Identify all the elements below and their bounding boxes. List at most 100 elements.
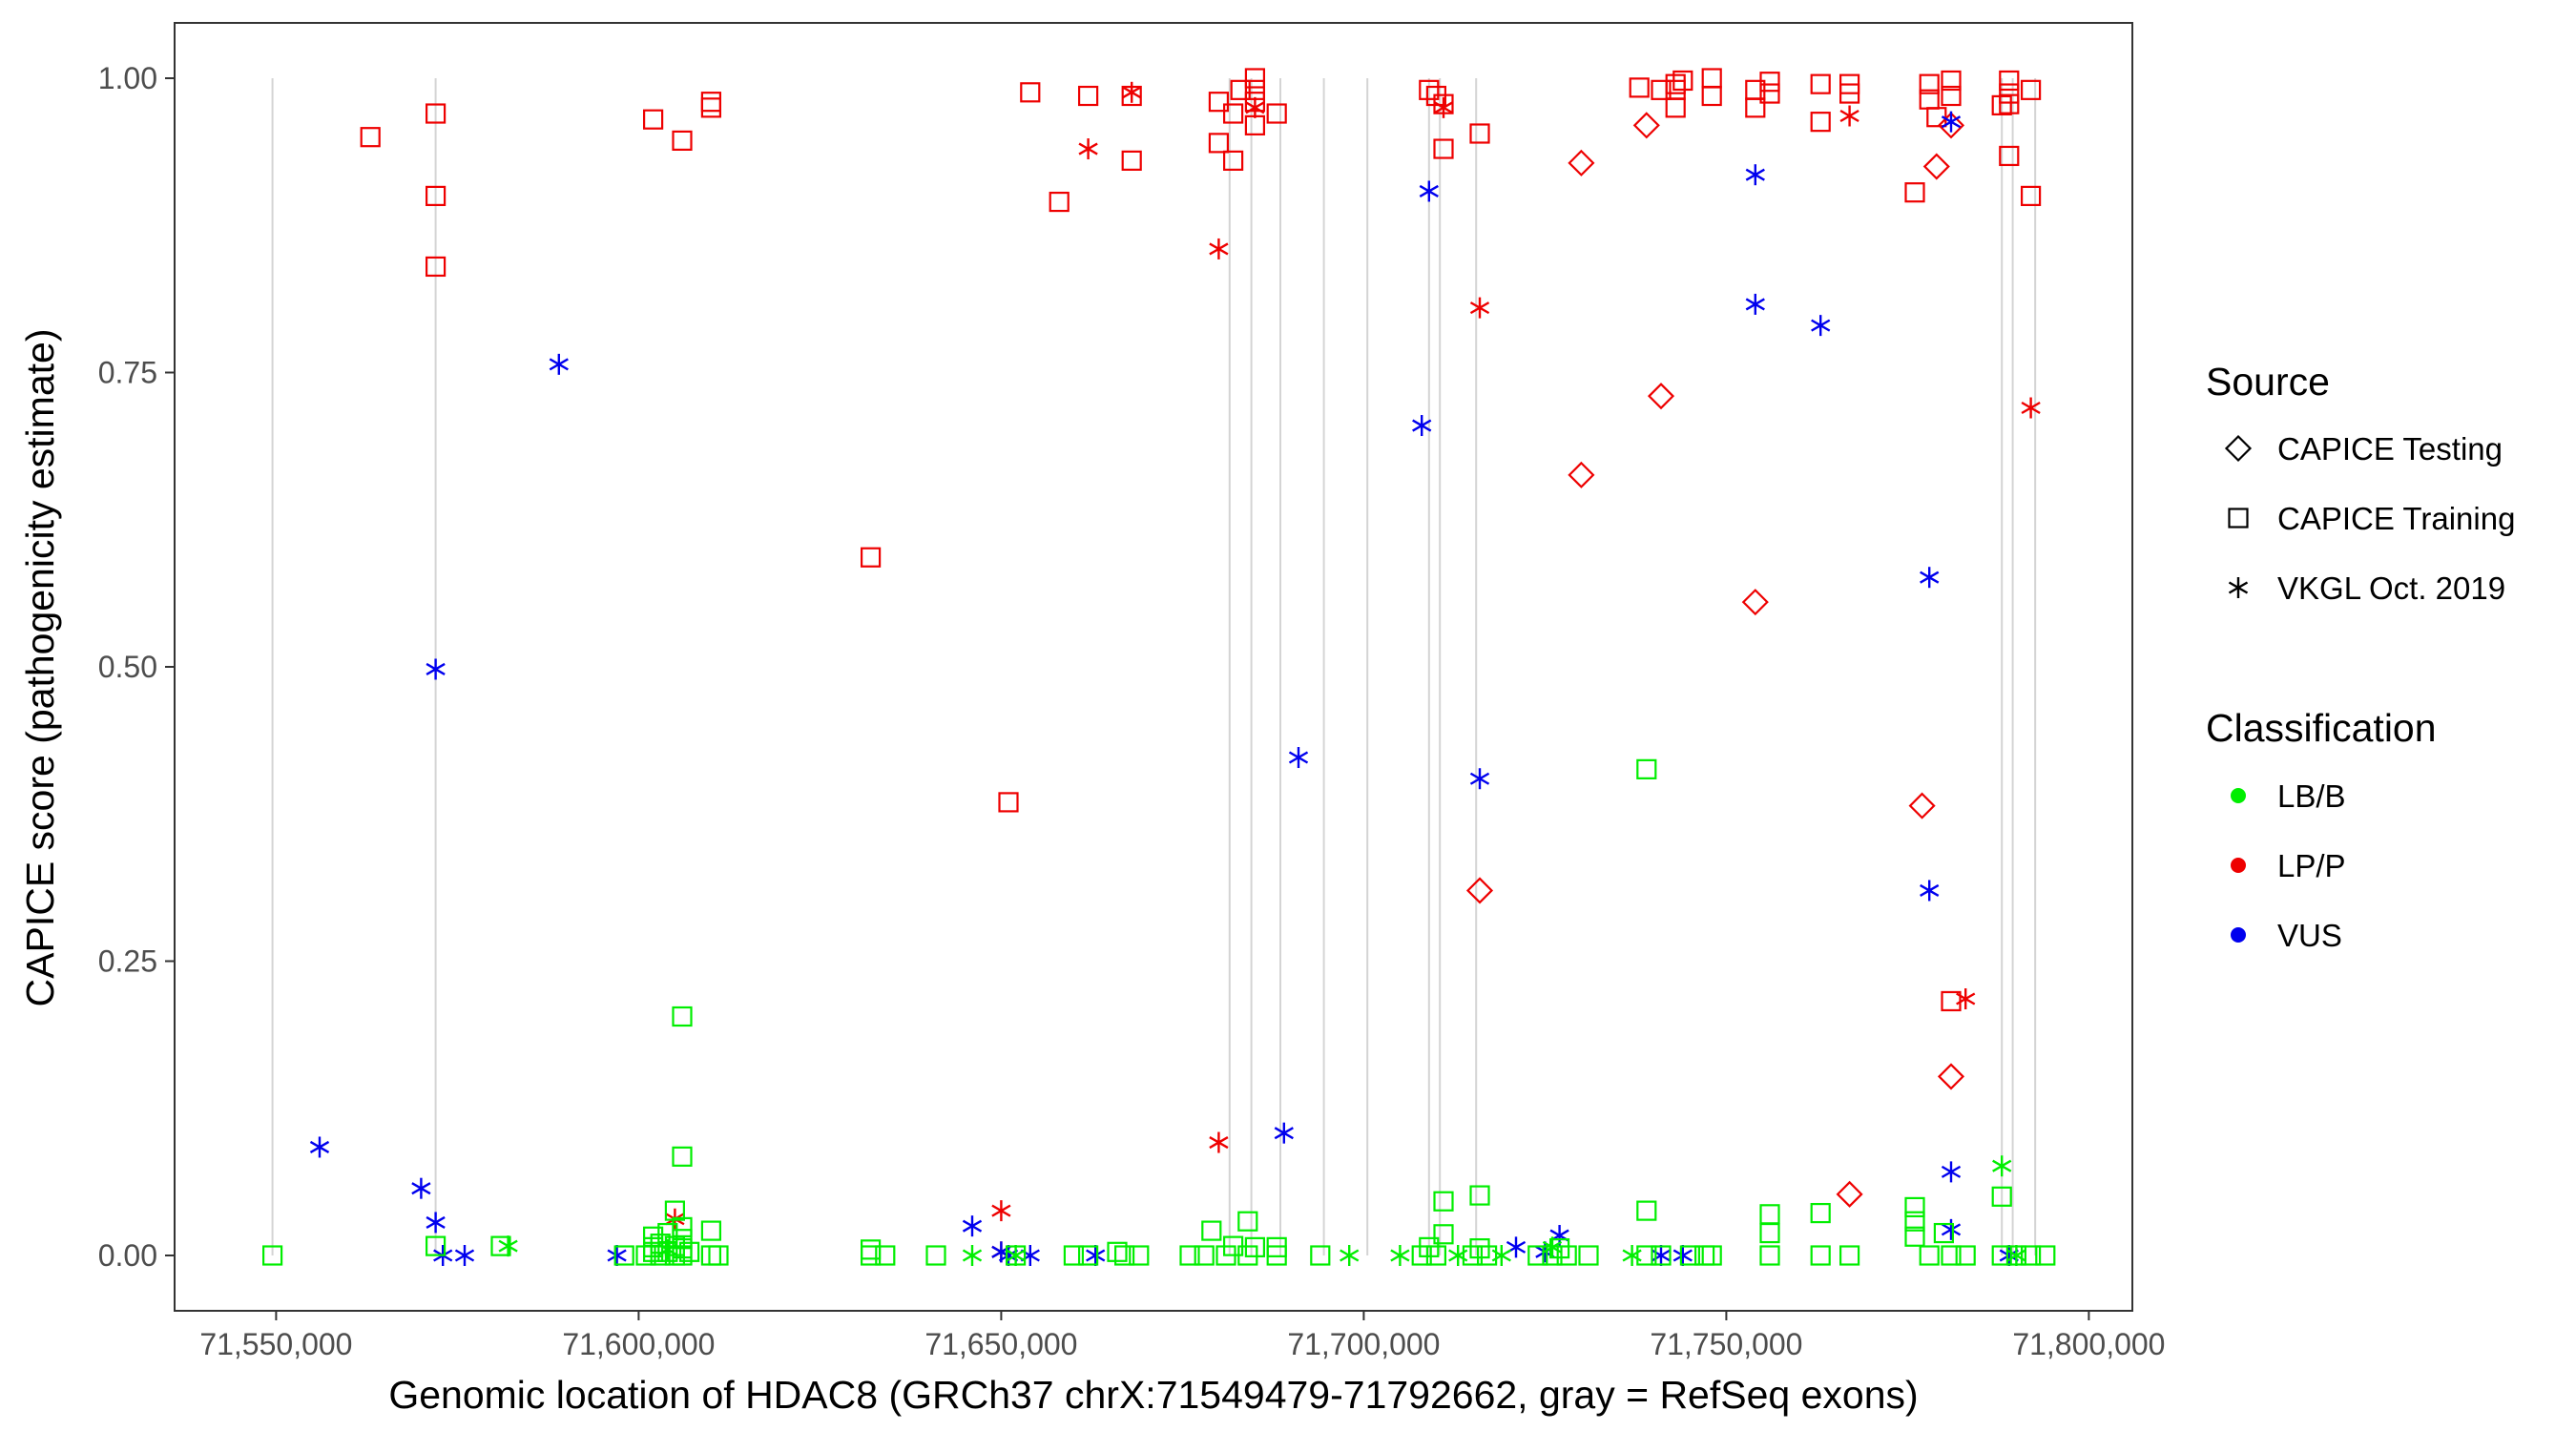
data-point xyxy=(2021,397,2041,419)
data-point xyxy=(672,130,693,152)
legend-classification-title: Classification xyxy=(2206,706,2437,750)
y-axis-title: CAPICE score (pathogenicity estimate) xyxy=(18,329,62,1007)
data-point xyxy=(1121,150,1142,171)
data-points xyxy=(262,68,2056,1267)
data-point xyxy=(1433,1191,1454,1212)
data-point xyxy=(1462,1245,1484,1266)
data-point xyxy=(360,127,381,148)
data-point xyxy=(700,1220,722,1241)
legend-label: LB/B xyxy=(2277,778,2346,814)
data-point xyxy=(1556,1245,1577,1266)
data-point xyxy=(1836,1180,1863,1208)
data-point xyxy=(962,1245,983,1267)
data-point xyxy=(426,256,447,278)
x-tick-label: 71,550,000 xyxy=(199,1327,352,1361)
data-point xyxy=(1077,85,1099,107)
data-point xyxy=(1209,238,1229,259)
data-point xyxy=(1425,1245,1447,1266)
data-point xyxy=(1433,96,1454,118)
data-point xyxy=(1244,68,1266,89)
data-point xyxy=(1469,768,1490,790)
data-point xyxy=(1412,415,1432,437)
legend-key-color xyxy=(2231,927,2246,943)
data-point xyxy=(2021,1245,2042,1266)
data-point xyxy=(1741,589,1769,616)
data-point xyxy=(1701,1245,1722,1266)
data-point xyxy=(1745,293,1765,315)
legend-key-square xyxy=(2228,508,2249,529)
data-point xyxy=(657,1238,677,1260)
data-point xyxy=(1113,1245,1135,1266)
x-tick-label: 71,700,000 xyxy=(1287,1327,1440,1361)
data-point xyxy=(678,1241,700,1262)
legend-source: Source CAPICE Testing CAPICE Training VKGL… xyxy=(2206,360,2515,606)
data-point xyxy=(1920,567,1940,589)
data-point xyxy=(1491,1245,1511,1267)
data-point xyxy=(1991,1245,2012,1266)
data-point xyxy=(1390,1245,1410,1267)
data-point xyxy=(1919,73,1940,94)
data-point xyxy=(1679,1245,1701,1266)
data-point xyxy=(1904,1196,1925,1218)
data-point xyxy=(925,1245,946,1266)
data-point xyxy=(1222,150,1244,171)
data-point xyxy=(1908,792,1936,819)
data-point xyxy=(1904,182,1925,203)
data-point xyxy=(1904,1226,1925,1247)
data-point xyxy=(1568,461,1595,488)
data-point xyxy=(1194,1245,1215,1266)
data-point xyxy=(1636,1245,1657,1266)
data-point xyxy=(642,109,664,130)
data-point xyxy=(1745,164,1765,186)
data-point xyxy=(1245,96,1265,118)
data-point xyxy=(1237,1211,1258,1232)
data-point xyxy=(1810,1245,1831,1266)
data-point xyxy=(1745,97,1766,118)
data-point xyxy=(1701,85,1722,107)
data-point xyxy=(1937,1063,1965,1090)
data-point xyxy=(1991,94,2012,115)
data-point xyxy=(1672,70,1693,92)
data-point xyxy=(860,1239,882,1260)
data-point xyxy=(1647,383,1675,410)
x-tick-label: 71,750,000 xyxy=(1650,1327,1802,1361)
data-point xyxy=(1922,153,1950,180)
legend-key-color xyxy=(2231,858,2246,873)
data-point xyxy=(664,1200,686,1221)
data-point xyxy=(1629,77,1650,98)
data-point xyxy=(1839,83,1860,104)
data-point xyxy=(426,103,447,124)
data-point xyxy=(700,97,722,118)
data-point xyxy=(1288,747,1309,769)
data-point xyxy=(1469,1237,1490,1259)
data-point xyxy=(426,1235,447,1256)
data-point xyxy=(1759,83,1780,104)
data-point xyxy=(1578,1245,1599,1266)
data-point xyxy=(426,658,446,680)
data-point xyxy=(1839,105,1859,127)
data-point xyxy=(1632,112,1660,139)
data-point xyxy=(1811,315,1831,337)
legend-key-diamond xyxy=(2224,434,2253,463)
data-point xyxy=(262,1245,283,1266)
data-point xyxy=(1201,1220,1222,1241)
data-point xyxy=(1636,758,1657,779)
data-point xyxy=(1476,1245,1498,1266)
data-point xyxy=(1999,145,2020,167)
data-point xyxy=(1919,1245,1940,1266)
data-point xyxy=(998,792,1019,813)
legend-label: LP/P xyxy=(2277,848,2346,883)
data-point xyxy=(1920,880,1940,902)
data-point xyxy=(1810,1202,1831,1224)
data-point xyxy=(613,1245,634,1266)
data-point xyxy=(1941,1218,1962,1240)
data-point xyxy=(1129,1245,1150,1266)
y-tick-label: 0.75 xyxy=(98,355,157,389)
data-point xyxy=(1208,133,1230,154)
data-point xyxy=(1465,877,1494,904)
data-point xyxy=(1433,1224,1454,1245)
data-point xyxy=(1941,70,1962,92)
data-point xyxy=(1006,1245,1026,1267)
